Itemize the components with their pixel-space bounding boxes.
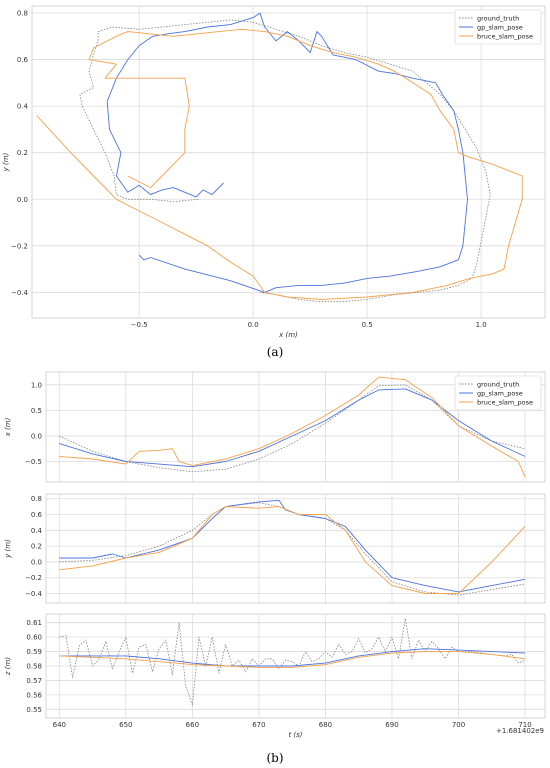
y-axis-label: y (m)	[2, 152, 10, 172]
y-axis-label: z (m)	[4, 657, 12, 676]
y-tick-label: 0.6	[31, 511, 43, 519]
caption-a: (a)	[267, 345, 284, 359]
chart-x-vs-time: −0.5 0.0 0.5 1.0 x (m) ground_truthgp_slam_po…	[4, 371, 546, 483]
legend-label-gp_slam_pose: gp_slam_pose	[477, 389, 523, 397]
y-tick-label: 1.0	[31, 381, 42, 389]
series-line-bruce_slam_pose	[59, 651, 526, 668]
y-tick-label: −0.5	[25, 458, 42, 466]
y-tick-label: 0.8	[31, 495, 42, 503]
y-tick-label: −0.4	[25, 590, 43, 598]
series-line-ground_truth	[79, 19, 491, 303]
y-tick-label: 0.58	[26, 663, 42, 671]
y-tick-label: 0.2	[17, 149, 28, 157]
x-axis-label: t (s)	[288, 731, 302, 739]
x-tick-label: 640	[53, 721, 66, 729]
x-tick-label: 660	[186, 721, 199, 729]
chart-z-vs-time: 640 650 660 670 680 690 700 710 0.55 0.56 0.57 0.58…	[4, 613, 546, 739]
legend-label-ground_truth: ground_truth	[477, 14, 519, 22]
caption-b: (b)	[266, 751, 283, 765]
y-tick-label: 0.0	[17, 196, 28, 204]
y-tick-label: 0.55	[26, 706, 42, 714]
y-tick-label: 0.0	[31, 432, 42, 440]
x-tick-label: −0.5	[131, 321, 148, 329]
y-tick-label: 0.57	[26, 677, 42, 685]
y-axis-label: y (m)	[4, 539, 12, 559]
series-line-bruce_slam_pose	[36, 28, 523, 300]
plot-area	[45, 493, 546, 604]
chart-y-vs-time: −0.4 −0.2 0.0 0.2 0.4 0.6 0.8 y (m)	[4, 493, 546, 604]
x-tick-label: 0.5	[362, 321, 373, 329]
series-line-gp_slam_pose	[59, 388, 526, 468]
y-tick-label: 0.59	[26, 648, 42, 656]
y-tick-label: 0.0	[31, 558, 42, 566]
y-tick-label: 0.6	[17, 56, 29, 64]
series-line-gp_slam_pose	[106, 12, 468, 293]
series-line-ground_truth	[59, 384, 526, 473]
legend-label-ground_truth: ground_truth	[477, 380, 519, 388]
legend-label-bruce_slam_pose: bruce_slam_pose	[477, 32, 533, 40]
plot-area	[31, 5, 546, 319]
series-line-bruce_slam_pose	[59, 506, 526, 594]
x-tick-label: 690	[385, 721, 398, 729]
legend-label-bruce_slam_pose: bruce_slam_pose	[477, 398, 533, 406]
y-axis-label: x (m)	[4, 417, 12, 437]
series-line-gp_slam_pose	[59, 648, 526, 667]
y-tick-label: 0.5	[31, 407, 42, 415]
legend-box	[454, 9, 542, 45]
legend-label-gp_slam_pose: gp_slam_pose	[477, 23, 523, 31]
y-tick-label: 0.2	[31, 543, 42, 551]
y-tick-label: −0.2	[11, 242, 28, 250]
legend-box	[454, 375, 542, 411]
chart-xy-trajectory: −0.5 0.0 0.5 1.0 −0.4 −0.2 0.0 0.2 0.4 0.6 0.8 x (m…	[2, 5, 546, 339]
y-tick-label: 0.56	[26, 691, 42, 699]
x-tick-label: 650	[119, 721, 132, 729]
series-line-bruce_slam_pose	[59, 376, 526, 478]
y-tick-label: −0.4	[11, 289, 29, 297]
x-tick-label: 1.0	[476, 321, 487, 329]
x-tick-label: 710	[518, 721, 531, 729]
y-tick-label: −0.2	[25, 574, 42, 582]
x-tick-label: 670	[252, 721, 265, 729]
y-tick-label: 0.60	[26, 634, 42, 642]
y-tick-label: 0.61	[26, 619, 42, 627]
x-axis-label: x (m)	[278, 331, 298, 339]
y-tick-label: 0.4	[31, 527, 43, 535]
x-tick-label: 0.0	[248, 321, 259, 329]
x-tick-label: 700	[452, 721, 465, 729]
x-tick-label: 680	[319, 721, 332, 729]
y-tick-label: 0.4	[17, 103, 29, 111]
y-tick-label: 0.8	[17, 9, 28, 17]
time-offset-label: +1.681402e9	[496, 727, 544, 735]
